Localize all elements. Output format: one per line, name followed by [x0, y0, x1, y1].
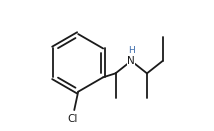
Text: H: H: [128, 46, 135, 55]
Text: Cl: Cl: [68, 114, 78, 124]
Text: N: N: [127, 56, 135, 66]
